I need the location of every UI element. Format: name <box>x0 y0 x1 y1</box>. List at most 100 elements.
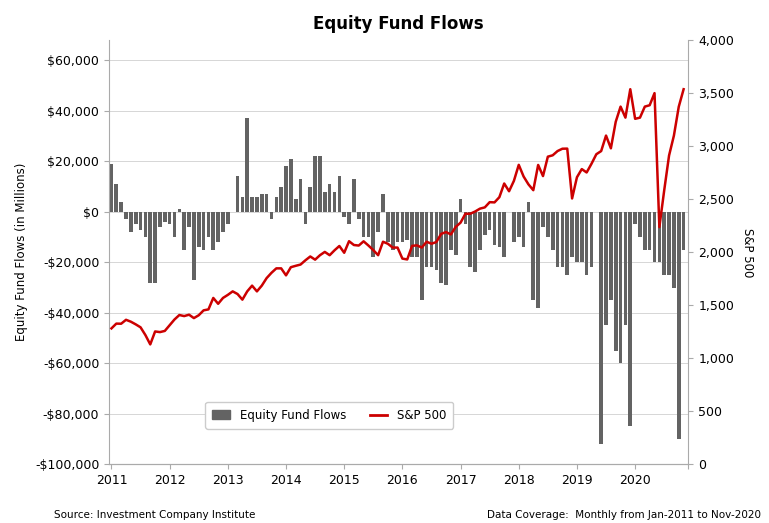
Bar <box>604 212 608 325</box>
Bar <box>551 212 554 249</box>
Bar <box>173 212 176 237</box>
Bar <box>638 212 642 237</box>
Bar <box>628 212 632 426</box>
Bar <box>405 212 409 240</box>
Bar <box>255 197 258 212</box>
Bar <box>294 199 298 212</box>
Bar <box>245 118 249 212</box>
Legend: Equity Fund Flows, S&P 500: Equity Fund Flows, S&P 500 <box>205 402 453 429</box>
Bar <box>672 212 676 288</box>
Bar <box>265 194 268 212</box>
Bar <box>439 212 443 282</box>
Bar <box>323 191 327 212</box>
Y-axis label: S&P 500: S&P 500 <box>741 228 754 277</box>
Text: Data Coverage:  Monthly from Jan-2011 to Nov-2020: Data Coverage: Monthly from Jan-2011 to … <box>488 510 761 520</box>
Bar <box>367 212 370 237</box>
Text: Source: Investment Company Institute: Source: Investment Company Institute <box>54 510 255 520</box>
Bar <box>178 209 181 212</box>
Bar <box>158 212 161 227</box>
Bar <box>313 156 317 212</box>
Bar <box>381 194 384 212</box>
Bar <box>201 212 205 249</box>
Bar <box>449 212 453 249</box>
Bar <box>430 212 433 267</box>
Bar <box>361 212 365 237</box>
Bar <box>561 212 564 267</box>
Bar <box>401 212 404 242</box>
Bar <box>677 212 681 439</box>
Bar <box>488 212 491 230</box>
Bar <box>192 212 196 280</box>
Bar <box>342 212 346 217</box>
Bar <box>575 212 579 263</box>
Bar <box>396 212 399 242</box>
Bar <box>134 212 138 224</box>
Bar <box>527 202 531 212</box>
Bar <box>634 212 637 224</box>
Bar <box>662 212 666 275</box>
Bar <box>682 212 685 249</box>
Bar <box>250 197 254 212</box>
Bar <box>624 212 628 325</box>
Bar <box>512 212 516 242</box>
Bar <box>647 212 651 249</box>
Bar <box>333 191 336 212</box>
Bar <box>318 156 321 212</box>
Bar <box>328 184 331 212</box>
Bar <box>473 212 477 272</box>
Bar <box>590 212 594 267</box>
Bar <box>391 212 394 249</box>
Bar <box>386 212 390 242</box>
Bar <box>125 212 128 220</box>
Bar <box>260 194 264 212</box>
Bar <box>119 202 123 212</box>
Bar <box>216 212 220 242</box>
Bar <box>144 212 147 237</box>
Bar <box>221 212 225 232</box>
Bar <box>483 212 487 234</box>
Bar <box>565 212 569 275</box>
Bar <box>415 212 419 257</box>
Bar <box>371 212 375 257</box>
Bar <box>298 179 302 212</box>
Bar <box>163 212 167 222</box>
Bar <box>148 212 152 282</box>
Bar <box>352 179 356 212</box>
Bar <box>599 212 603 444</box>
Bar <box>498 212 501 247</box>
Bar <box>536 212 540 308</box>
Bar <box>580 212 584 263</box>
Bar <box>138 212 142 230</box>
Bar <box>308 187 312 212</box>
Bar <box>115 184 118 212</box>
Bar <box>279 187 283 212</box>
Bar <box>657 212 661 263</box>
Bar <box>187 212 191 227</box>
Bar <box>667 212 671 275</box>
Bar <box>275 197 278 212</box>
Bar <box>376 212 380 232</box>
Bar <box>478 212 482 249</box>
Bar <box>643 212 647 249</box>
Bar <box>546 212 550 237</box>
Bar <box>357 212 361 220</box>
Bar <box>241 197 245 212</box>
Bar <box>289 159 293 212</box>
Bar <box>571 212 574 257</box>
Bar <box>517 212 521 237</box>
Bar <box>420 212 424 300</box>
Bar <box>502 212 506 257</box>
Bar <box>522 212 525 247</box>
Bar <box>614 212 618 351</box>
Bar <box>444 212 448 285</box>
Bar <box>207 212 210 237</box>
Bar <box>182 212 186 249</box>
Bar <box>411 212 414 257</box>
Bar <box>653 212 656 263</box>
Bar <box>468 212 472 267</box>
Bar <box>609 212 613 300</box>
Bar <box>493 212 496 245</box>
Bar <box>464 212 468 224</box>
Bar <box>459 199 462 212</box>
Bar <box>348 212 351 224</box>
